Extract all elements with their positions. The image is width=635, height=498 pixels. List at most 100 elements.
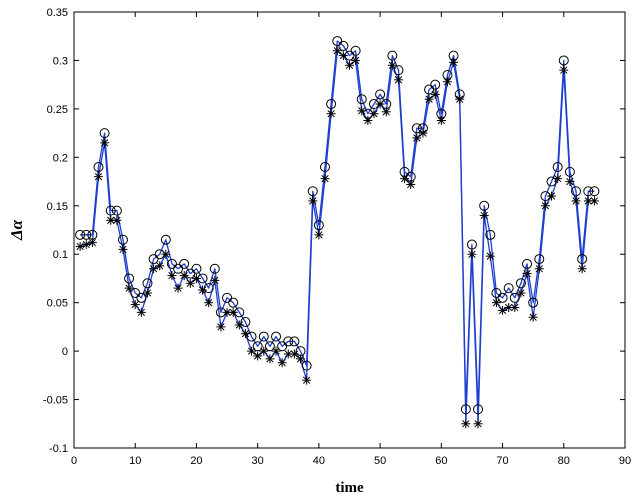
- asterisk-point: [210, 275, 220, 285]
- asterisk-point: [112, 215, 122, 225]
- circle-point: [332, 36, 343, 47]
- asterisk-point: [198, 285, 208, 295]
- asterisk-point: [491, 298, 501, 308]
- y-axis-title: Δα: [7, 219, 26, 241]
- asterisk-point: [381, 107, 391, 117]
- plot-frame: [73, 11, 626, 449]
- circle-point: [338, 40, 349, 51]
- asterisk-point: [173, 283, 183, 293]
- circle-point: [522, 258, 533, 269]
- asterisk-point: [247, 346, 257, 356]
- circle-point: [528, 297, 539, 308]
- circle-point: [479, 200, 490, 211]
- asterisk-point: [75, 241, 85, 251]
- asterisk-point: [302, 375, 312, 385]
- circle-point: [246, 331, 257, 342]
- asterisk-point: [253, 351, 263, 361]
- circle-point: [571, 186, 582, 197]
- asterisk-point: [412, 133, 422, 143]
- circle-point: [301, 360, 312, 371]
- circle-point: [124, 273, 135, 284]
- x-axis-title: time: [335, 480, 364, 496]
- circle-point: [460, 404, 471, 415]
- asterisk-point: [222, 307, 232, 317]
- asterisk-point: [485, 251, 495, 261]
- x-tick-label: 80: [558, 455, 570, 467]
- plot-area: [73, 11, 626, 449]
- circle-point: [375, 89, 386, 100]
- asterisk-point: [534, 264, 544, 274]
- circle-point: [473, 404, 484, 415]
- asterisk-point: [136, 307, 146, 317]
- asterisk-point: [185, 278, 195, 288]
- y-tick-label: 0.05: [47, 298, 68, 310]
- y-tick-label: -0.1: [49, 443, 68, 455]
- circle-point: [191, 263, 202, 274]
- circle-point: [430, 79, 441, 90]
- x-tick-label: 60: [435, 455, 447, 467]
- asterisk-point: [589, 196, 599, 206]
- circle-point: [564, 166, 575, 177]
- circle-point: [142, 278, 153, 289]
- asterisk-point: [204, 298, 214, 308]
- asterisk-point: [559, 65, 569, 75]
- asterisk-point: [442, 77, 452, 87]
- asterisk-point: [387, 60, 397, 70]
- y-tick-label: 0.15: [47, 201, 68, 213]
- asterisk-point: [191, 273, 201, 283]
- circle-point: [283, 336, 294, 347]
- circle-point: [583, 186, 594, 197]
- asterisk-point: [436, 116, 446, 126]
- asterisk-point: [351, 55, 361, 65]
- asterisk-point: [510, 303, 520, 313]
- asterisk-point: [467, 249, 477, 259]
- asterisk-point: [93, 172, 103, 182]
- asterisk-point: [289, 349, 299, 359]
- y-tick-label: -0.05: [43, 395, 68, 407]
- asterisk-point: [296, 354, 306, 364]
- asterisk-point: [400, 174, 410, 184]
- asterisk-point: [473, 419, 483, 429]
- circle-point: [148, 254, 159, 265]
- asterisk-point: [479, 210, 489, 220]
- asterisk-point: [375, 99, 385, 109]
- x-tick-label: 90: [619, 455, 631, 467]
- circle-point: [111, 205, 122, 216]
- asterisk-point: [320, 174, 330, 184]
- x-tick-label: 10: [129, 455, 141, 467]
- x-tick-label: 70: [496, 455, 508, 467]
- asterisk-point: [418, 128, 428, 138]
- circle-point: [320, 162, 331, 173]
- circle-point: [136, 292, 147, 303]
- x-tick-label: 20: [190, 455, 202, 467]
- asterisk-point: [455, 94, 465, 104]
- x-tick-label: 30: [252, 455, 264, 467]
- circle-point: [264, 341, 275, 352]
- asterisk-point: [345, 60, 354, 70]
- asterisk-point: [540, 201, 550, 211]
- circle-point: [117, 234, 128, 245]
- asterisk-point: [87, 238, 97, 248]
- asterisk-point: [406, 179, 416, 189]
- circle-point: [577, 254, 588, 265]
- circle-point: [466, 239, 477, 250]
- asterisk-point: [179, 271, 189, 281]
- asterisk-point: [424, 94, 434, 104]
- asterisk-point: [167, 271, 177, 281]
- circle-point: [307, 186, 318, 197]
- circle-point: [289, 336, 300, 347]
- asterisk-point: [461, 419, 471, 429]
- circle-point: [222, 292, 233, 303]
- asterisk-point: [161, 249, 171, 259]
- circle-point: [166, 258, 177, 269]
- series-line-1: [80, 40, 595, 410]
- circle-point: [75, 229, 86, 240]
- asterisk-point: [528, 312, 538, 322]
- circle-point: [258, 331, 269, 342]
- circle-point: [546, 176, 557, 187]
- circle-point: [93, 162, 104, 173]
- markers-layer: [75, 36, 600, 429]
- asterisk-point: [124, 283, 134, 293]
- circle-point: [173, 263, 184, 274]
